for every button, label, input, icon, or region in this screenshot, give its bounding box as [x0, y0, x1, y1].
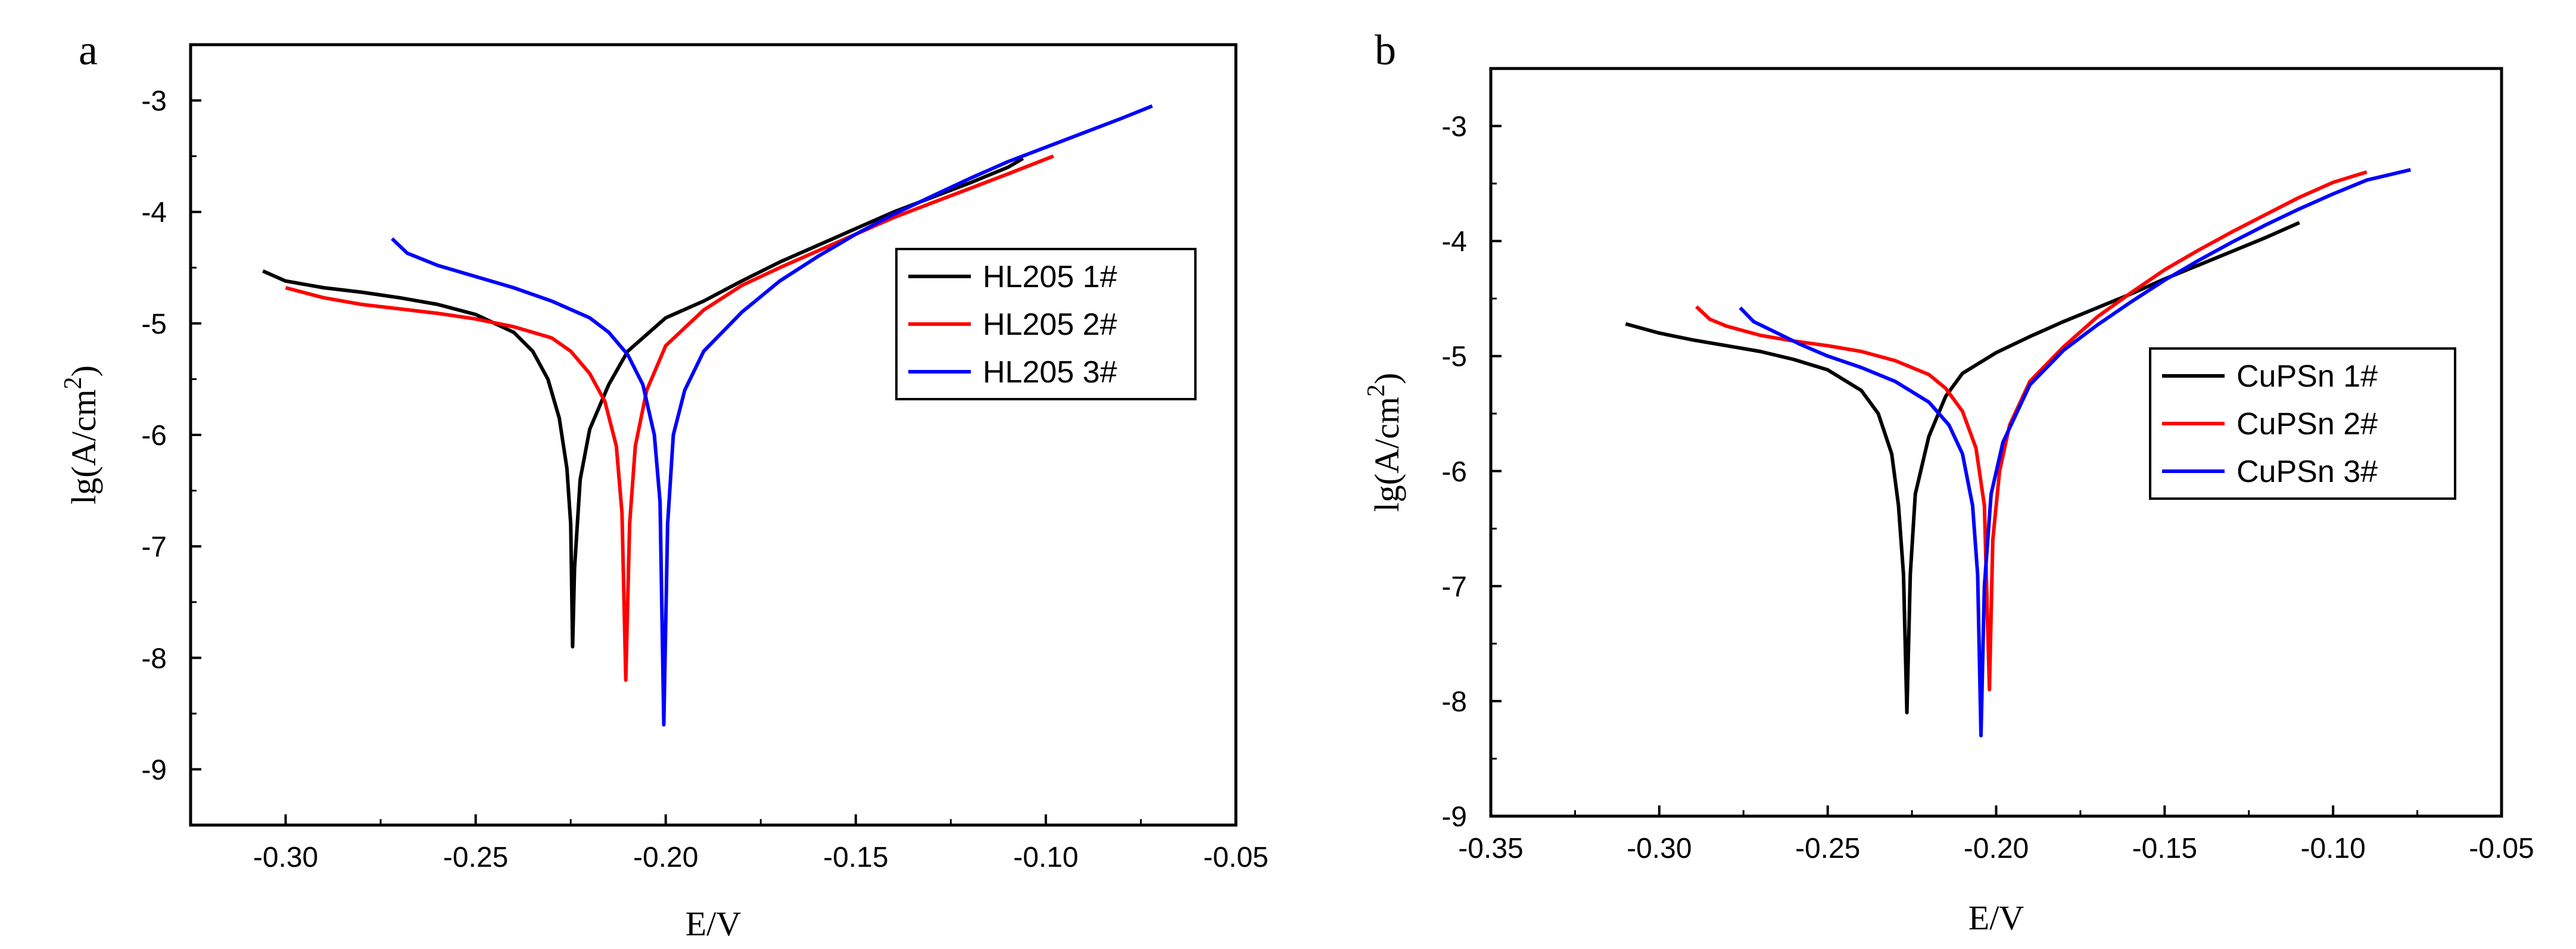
series-line-1 [262, 157, 1024, 649]
series-line-2 [285, 154, 1054, 682]
y-axis-title-base: lg(A/cm [64, 390, 103, 505]
y-tick-label: -4 [141, 197, 167, 229]
legend-label: HL205 3# [983, 355, 1117, 390]
x-axis-title: E/V [1968, 898, 2024, 937]
panel-letter: b [1375, 26, 1396, 74]
y-tick-label: -3 [1441, 111, 1467, 143]
y-tick-label: -8 [1441, 686, 1467, 718]
x-tick-label: -0.20 [1964, 833, 2029, 864]
y-axis-title: lg(A/cm2) [1363, 373, 1406, 512]
x-tick-label: -0.20 [633, 842, 698, 873]
panel-letter: a [79, 26, 98, 74]
series-line-3 [1739, 167, 2411, 738]
series-line-3 [391, 104, 1153, 727]
x-tick-label: -0.30 [253, 842, 318, 873]
plot-frame [189, 43, 1238, 827]
x-axis-title: E/V [686, 904, 742, 943]
y-tick-label: -6 [141, 420, 167, 452]
legend: HL205 1# HL205 2# HL205 3# [895, 248, 1197, 400]
x-tick-label: -0.10 [1013, 842, 1078, 873]
y-tick-label: -6 [1441, 456, 1467, 488]
legend-label: CuPSn 2# [2237, 407, 2378, 441]
y-axis-title-end: ) [64, 365, 103, 377]
panel-b: b -0.35 -0.30 -0.25 -0.20 -0.15 -0.10 -0.05 -9 -8… [1363, 26, 2534, 937]
y-tick-label: -7 [141, 531, 167, 563]
x-tick-label: -0.10 [2300, 833, 2365, 864]
panel-a: a -0.30 -0.25 -0.20 -0.15 -0.10 -0.05 -9 -8 -7 -6 -… [60, 26, 1269, 943]
series-line-1 [1625, 220, 2300, 715]
y-axis-title-base: lg(A/cm [1368, 397, 1406, 512]
y-tick-label: -4 [1441, 226, 1467, 258]
y-tick-label: -8 [141, 643, 167, 674]
x-tick-label: -0.05 [2469, 833, 2534, 864]
y-tick-label: -7 [1441, 571, 1467, 603]
x-tick-label: -0.25 [443, 842, 508, 873]
y-tick-label: -9 [141, 754, 167, 786]
legend-label: HL205 1# [983, 260, 1117, 294]
y-tick-label: -3 [141, 86, 167, 117]
y-axis-title-end: ) [1368, 373, 1406, 384]
series-line-2 [1695, 170, 2368, 692]
y-axis-title-sup: 2 [60, 377, 87, 390]
legend: CuPSn 1# CuPSn 2# CuPSn 3# [2149, 347, 2456, 500]
legend-label: CuPSn 1# [2237, 359, 2378, 394]
x-tick-label: -0.15 [2132, 833, 2197, 864]
x-tick-label: -0.15 [823, 842, 888, 873]
x-tick-label: -0.30 [1627, 833, 1692, 864]
y-tick-label: -9 [1441, 801, 1467, 833]
y-tick-label: -5 [141, 309, 167, 340]
x-tick-label: -0.35 [1458, 833, 1523, 864]
y-axis-title-sup: 2 [1363, 384, 1390, 397]
y-axis-title: lg(A/cm2) [60, 365, 103, 505]
y-tick-label: -5 [1441, 341, 1467, 373]
legend-label: CuPSn 3# [2237, 455, 2378, 489]
x-tick-label: -0.05 [1203, 842, 1268, 873]
legend-label: HL205 2# [983, 307, 1117, 342]
x-tick-label: -0.25 [1795, 833, 1860, 864]
